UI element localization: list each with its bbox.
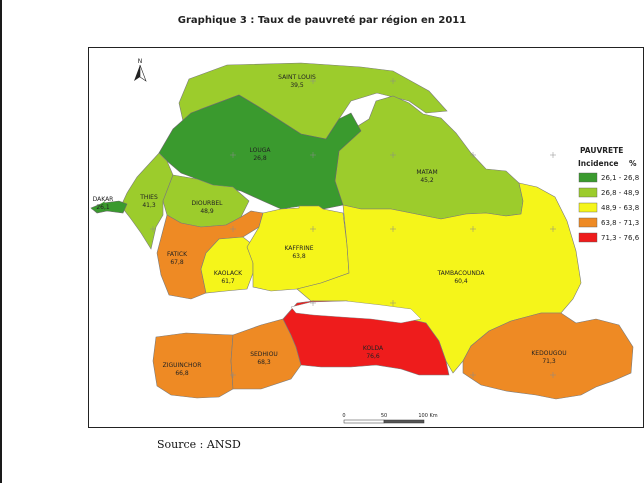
region-kaolack	[200, 236, 254, 294]
legend: PAUVRETE Incidence % 26,1 - 26,8 26,8 - 4…	[578, 146, 640, 243]
value-matam: 45,2	[420, 177, 434, 184]
region-matam	[334, 95, 524, 220]
map-frame: SAINT LOUIS 39,5 LOUGA 26,8 MATAM 45,2 D…	[88, 47, 644, 428]
north-arrow: N	[134, 58, 147, 82]
label-tambacounda: TAMBACOUNDA	[436, 270, 485, 277]
scale-label-50: 50	[381, 413, 387, 419]
region-labels: SAINT LOUIS 39,5 LOUGA 26,8 MATAM 45,2 D…	[93, 74, 567, 377]
coast-fringe	[91, 201, 105, 211]
legend-label: 26,1 - 26,8	[601, 174, 639, 182]
legend-title: PAUVRETE	[580, 146, 623, 155]
legend-swatch	[578, 187, 598, 198]
label-diourbel: DIOURBEL	[192, 200, 224, 207]
scale-label-0: 0	[342, 413, 345, 419]
legend-label: 48,9 - 63,8	[601, 204, 639, 212]
region-kedougou	[462, 312, 634, 400]
value-thies: 41,3	[142, 202, 156, 209]
label-kaolack: KAOLACK	[214, 270, 243, 277]
value-ziguinchor: 66,8	[175, 370, 189, 377]
legend-swatch	[578, 217, 598, 228]
value-dakar: 26,1	[96, 204, 110, 211]
poverty-map: SAINT LOUIS 39,5 LOUGA 26,8 MATAM 45,2 D…	[90, 58, 640, 424]
value-diourbel: 48,9	[200, 208, 214, 215]
page-left-rule	[0, 0, 2, 483]
label-kolda: KOLDA	[363, 345, 384, 352]
gambia-river	[290, 300, 422, 324]
legend-swatch	[578, 232, 598, 243]
label-ziguinchor: ZIGUINCHOR	[163, 362, 202, 369]
graticule-crosses	[150, 78, 556, 378]
label-sedhiou: SEDHIOU	[250, 351, 278, 358]
scale-label-100: 100 Km	[418, 413, 437, 419]
region-ziguinchor	[152, 332, 234, 399]
legend-unit: %	[629, 159, 637, 168]
value-kaffrine: 63,8	[292, 253, 306, 260]
label-louga: LOUGA	[250, 147, 272, 154]
value-kolda: 76,6	[366, 353, 380, 360]
legend-label: 71,3 - 76,6	[601, 234, 640, 242]
legend-label: 63,8 - 71,3	[601, 219, 639, 227]
value-kaolack: 61,7	[221, 278, 235, 285]
legend-swatch	[578, 202, 598, 213]
label-kedougou: KEDOUGOU	[531, 350, 566, 357]
value-sedhiou: 68,3	[257, 359, 271, 366]
legend-subtitle: Incidence	[578, 159, 618, 168]
scale-bar: 0 50 100 Km	[342, 413, 438, 424]
north-label: N	[138, 58, 143, 65]
figure-title: Graphique 3 : Taux de pauvreté par régio…	[177, 15, 467, 26]
label-kaffrine: KAFFRINE	[284, 245, 313, 252]
value-louga: 26,8	[253, 155, 267, 162]
label-fatick: FATICK	[167, 251, 188, 258]
value-fatick: 67,8	[170, 259, 184, 266]
label-matam: MATAM	[416, 169, 437, 176]
value-tambacounda: 60,4	[454, 278, 468, 285]
legend-label: 26,8 - 48,9	[601, 189, 639, 197]
label-dakar: DAKAR	[93, 196, 114, 203]
north-arrow-icon	[134, 65, 140, 81]
value-saint-louis: 39,5	[290, 82, 304, 89]
legend-swatch	[578, 172, 598, 183]
value-kedougou: 71,3	[542, 358, 556, 365]
source-note: Source : ANSD	[157, 438, 241, 451]
label-saint-louis: SAINT LOUIS	[278, 74, 316, 81]
label-thies: THIES	[139, 194, 158, 201]
